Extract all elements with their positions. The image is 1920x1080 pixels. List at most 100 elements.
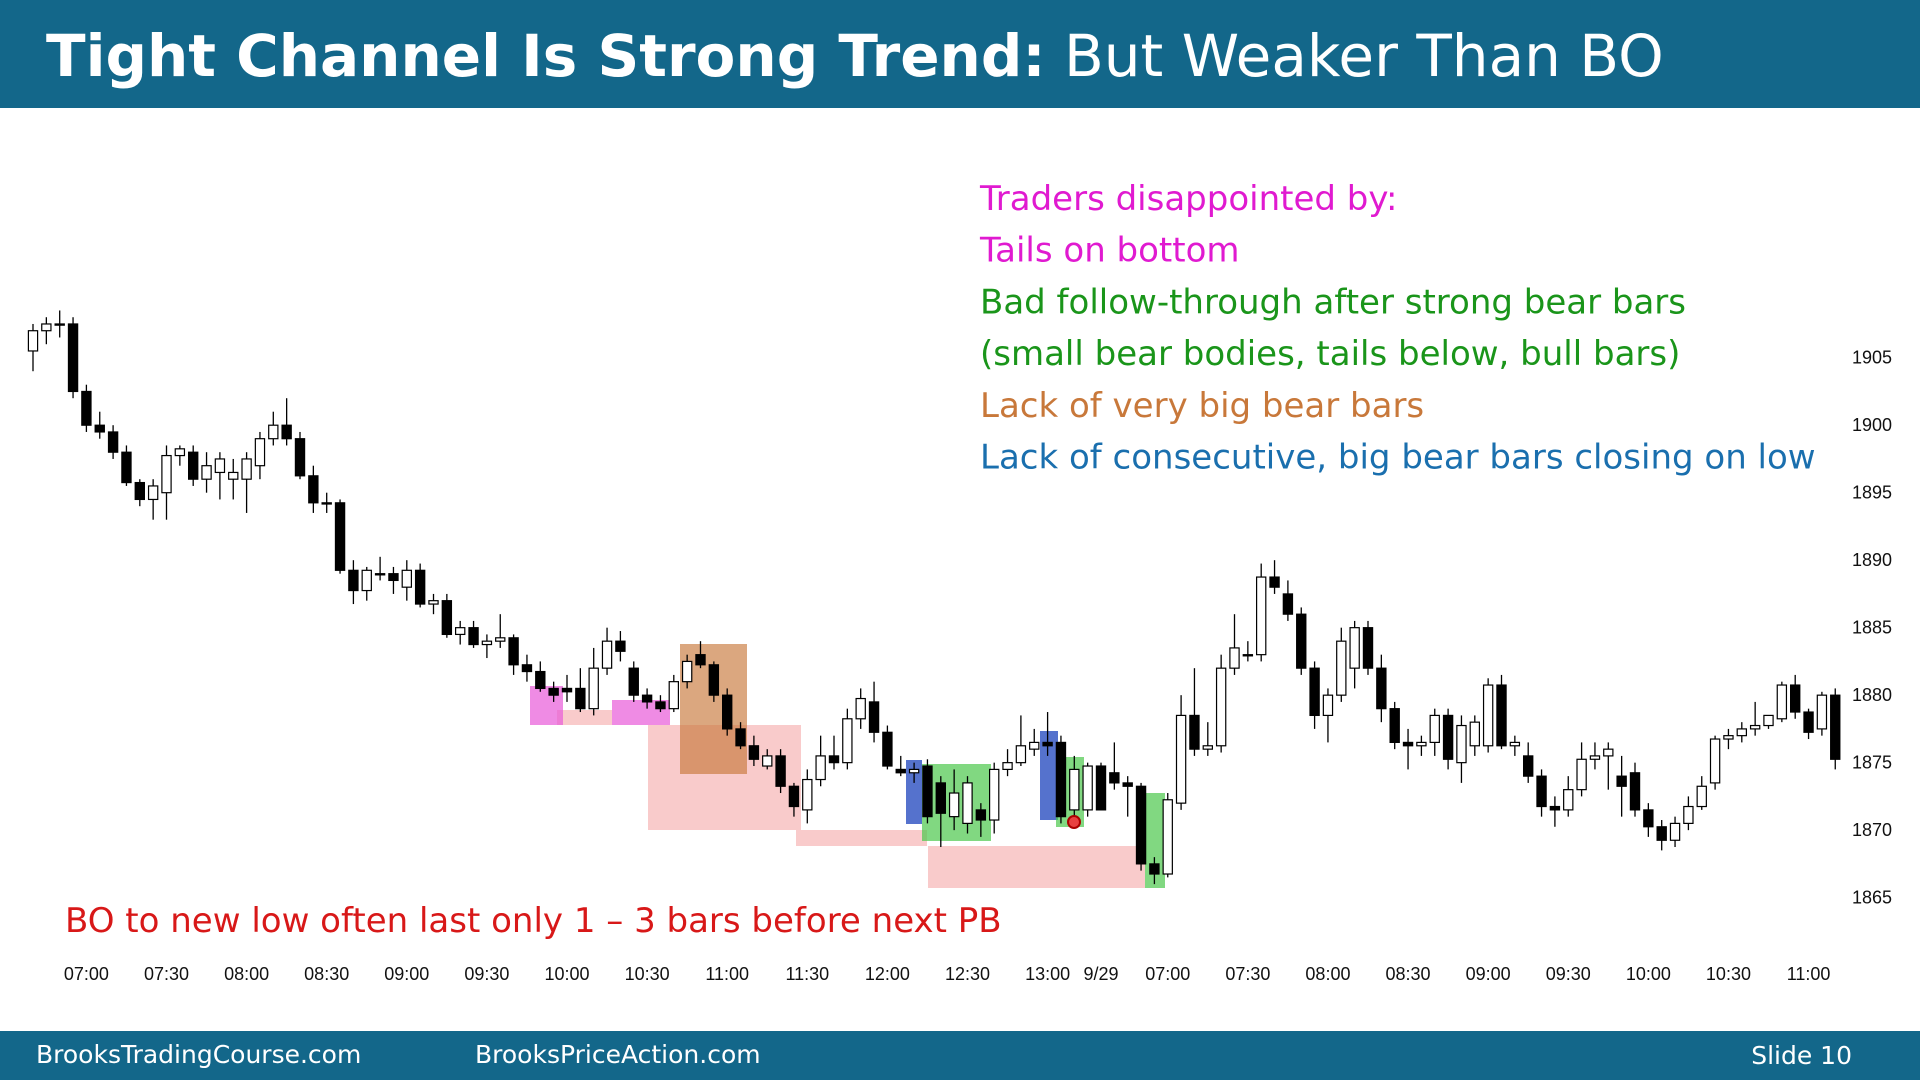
candle-body [1015,745,1027,764]
candle-body [268,424,279,440]
x-tick-label: 13:00 [1025,964,1070,984]
candle-body [481,640,493,646]
candle-body [601,640,613,669]
candle-body [281,424,292,440]
candle-body [1563,789,1574,811]
candle-body [161,454,172,494]
candle-body [1189,714,1200,750]
candle-body [27,330,39,352]
footer-left: BrooksTradingCourse.com [36,1040,361,1069]
candle-body [681,660,693,683]
candle-body [868,701,880,733]
x-tick-label: 10:30 [1706,964,1751,984]
candle-body [401,569,413,588]
candle-body [1803,711,1814,733]
candle-body [1402,741,1414,747]
candle-body [334,502,346,571]
y-tick-label: 1895 [1852,483,1892,503]
annotation: Lack of very big bear bars [980,386,1424,426]
chart: 1865 1870 1875 1880 1885 1890 1895 1900 1905 07:0… [27,310,1892,984]
candle-body [1469,721,1480,747]
candle-body [588,667,599,710]
candle-body [882,731,893,767]
highlight [1040,731,1058,820]
candle-body [134,481,145,501]
candle-body [441,600,453,636]
x-tick-label: 09:00 [1466,964,1511,984]
candle-body [1149,863,1160,875]
x-tick-label: 07:00 [64,964,109,984]
candle-body [962,782,973,824]
candle-body [1789,684,1801,713]
candle-body [308,475,319,504]
candle-body [695,654,706,666]
candle-body [535,670,546,690]
candle-body [735,728,746,747]
candle-body [1269,576,1280,588]
candle-body [1122,782,1133,787]
candle-body [1549,805,1561,811]
candle-body [241,458,252,480]
candle-body [1175,714,1187,804]
candle-body [1336,640,1347,696]
candle-body [121,451,132,484]
candle-body [1362,627,1374,669]
candle-body [1082,765,1093,811]
candle-body [1763,714,1774,727]
annotation: Traders disappointed by: [979,179,1397,219]
candle-body [842,718,853,764]
x-tick-label: 08:00 [1305,964,1350,984]
candle-body [1442,714,1454,760]
x-tick-label: 08:30 [1386,964,1431,984]
x-tick-label: 11:00 [1787,964,1831,984]
candle-body [908,768,920,774]
x-tick-label: 07:00 [1145,964,1190,984]
candle-body [975,809,987,821]
candle-body [214,458,226,474]
y-tick-label: 1885 [1852,618,1892,638]
candle-body [81,390,92,426]
title-bar [0,0,1920,108]
candle-body [1095,765,1107,811]
marker [1067,815,1081,829]
x-tick-label: 09:30 [464,964,509,984]
candle-body [1736,728,1747,737]
candle-body [1830,694,1841,760]
candle-body [762,755,773,767]
y-tick-label: 1875 [1852,753,1892,773]
candle-body [1723,735,1734,740]
candle-body [708,664,720,696]
candle-body [1309,667,1320,717]
candle-body [1522,755,1534,777]
candle-body [107,431,119,453]
candle-body [1816,694,1828,730]
candle-body [1456,724,1467,764]
candle-body [815,755,826,781]
annotations: Traders disappointed by: Tails on bottom B… [65,179,1816,941]
candle-body [428,600,439,605]
candle-body [1389,708,1400,744]
candle-body [828,755,840,764]
candle-body [374,573,386,576]
candle-body [1109,772,1120,784]
candle-body [1629,772,1641,811]
y-tick-label: 1865 [1852,888,1892,908]
candle-body [1616,775,1627,787]
candle-body [1656,826,1667,841]
x-tick-label: 08:00 [224,964,269,984]
candle-body [228,471,239,480]
candle-body [67,323,79,393]
candle-body [1069,768,1080,811]
x-tick-label: 12:00 [865,964,910,984]
candle-body [1135,785,1147,865]
y-tick-label: 1890 [1852,550,1892,570]
candle-body [1429,714,1440,744]
candle-body [615,640,626,652]
candle-body [94,424,105,433]
x-tick-label: 10:30 [625,964,670,984]
candle-body [1349,627,1360,669]
y-tick-label: 1900 [1852,415,1892,435]
candle-body [1509,741,1521,747]
candle-body [1229,647,1240,669]
